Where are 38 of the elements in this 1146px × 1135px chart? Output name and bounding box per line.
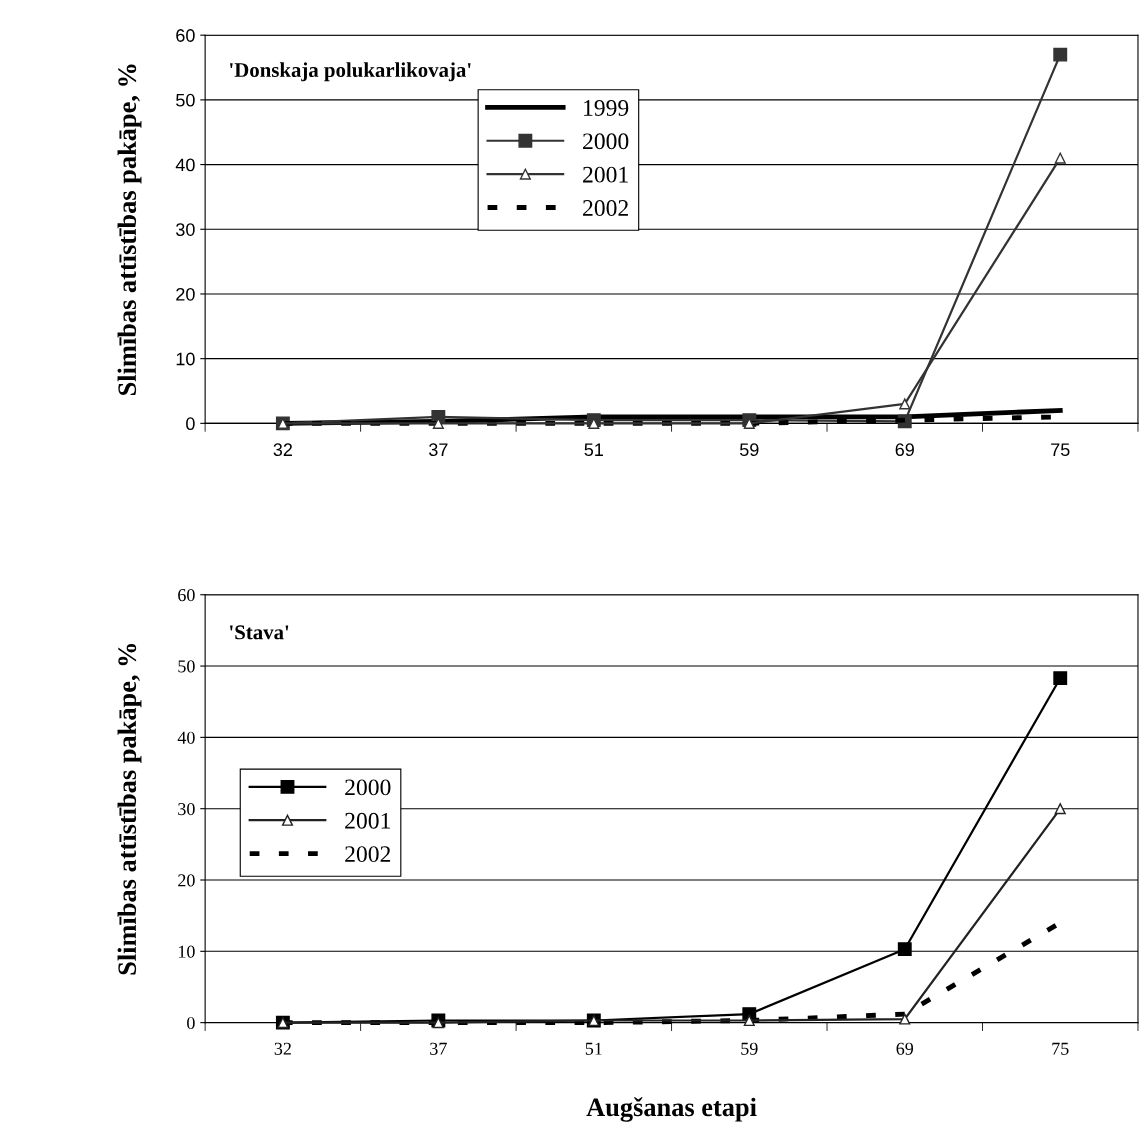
x-tick-label: 75 [1052, 1042, 1069, 1055]
x-tick-label: 59 [739, 443, 759, 457]
y-tick-label: 50 [178, 660, 195, 673]
legend-label: 2000 [345, 779, 391, 796]
y-tick-label: 10 [176, 352, 195, 366]
x-axis-title: Augšanas etapi [586, 1097, 757, 1122]
y-tick-label: 10 [178, 945, 195, 958]
y-tick-label: 20 [178, 874, 195, 887]
y-tick-label: 20 [176, 287, 195, 301]
y-tick-label: 50 [176, 93, 195, 107]
y-tick-label: 0 [186, 417, 195, 431]
x-tick-label: 32 [274, 1042, 291, 1055]
legend-label: 2001 [345, 812, 390, 829]
x-tick-label: 51 [584, 443, 603, 457]
x-tick-label: 37 [430, 1042, 447, 1055]
legend-label: 2002 [345, 846, 391, 863]
x-tick-label: 32 [273, 443, 293, 457]
legend-label: 2001 [583, 166, 628, 183]
y-tick-label: 0 [187, 1016, 195, 1030]
x-tick-label: 51 [585, 1042, 602, 1055]
y-tick-label: 40 [175, 158, 195, 172]
y-tick-label: 40 [177, 731, 195, 744]
y-tick-label: 60 [176, 29, 195, 42]
x-tick-label: 37 [428, 443, 448, 457]
legend-label: 2000 [583, 133, 629, 150]
x-tick-label: 59 [741, 1042, 758, 1055]
text: 'Donskaja polukarlikovaja' [230, 62, 471, 82]
legend-label: 1999 [584, 100, 629, 116]
y-tick-label: 30 [178, 802, 195, 816]
legend-label: 2002 [583, 200, 628, 216]
text: 'Stava' [230, 625, 289, 640]
y-axis-title: Slimības attīstības pakāpe, % [117, 643, 142, 975]
y-tick-label: 60 [178, 589, 195, 602]
x-tick-label: 75 [1051, 443, 1070, 457]
y-tick-label: 30 [176, 223, 195, 236]
x-tick-label: 69 [895, 443, 914, 457]
x-tick-label: 69 [896, 1042, 914, 1055]
y-axis-title: Slimības attīstības pakāpe, % [117, 64, 142, 396]
